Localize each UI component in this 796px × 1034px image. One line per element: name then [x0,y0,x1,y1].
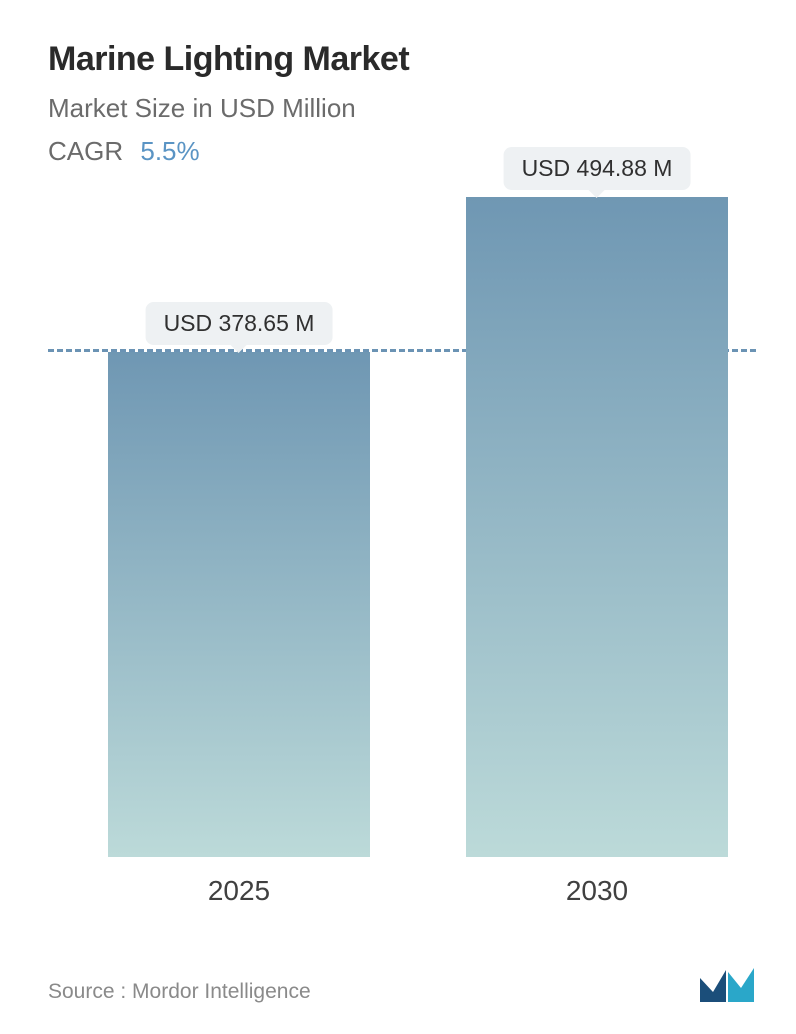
mordor-logo-icon [698,964,756,1004]
bar-2025: USD 378.65 M [108,352,370,857]
chart-footer: Source : Mordor Intelligence [48,964,756,1004]
chart-subtitle: Market Size in USD Million [48,93,756,124]
x-axis-label-2030: 2030 [466,875,728,907]
x-axis-label-2025: 2025 [108,875,370,907]
chart-area: USD 378.65 M USD 494.88 M 2025 2030 [48,197,756,1034]
cagr-value: 5.5% [140,136,199,166]
bar-2030: USD 494.88 M [466,197,728,857]
bar-2025-value-label: USD 378.65 M [146,302,333,345]
chart-plot: USD 378.65 M USD 494.88 M [48,197,756,857]
source-attribution: Source : Mordor Intelligence [48,980,311,1004]
cagr-label: CAGR [48,136,123,166]
bar-2030-value-label: USD 494.88 M [504,147,691,190]
chart-title: Marine Lighting Market [48,40,756,79]
